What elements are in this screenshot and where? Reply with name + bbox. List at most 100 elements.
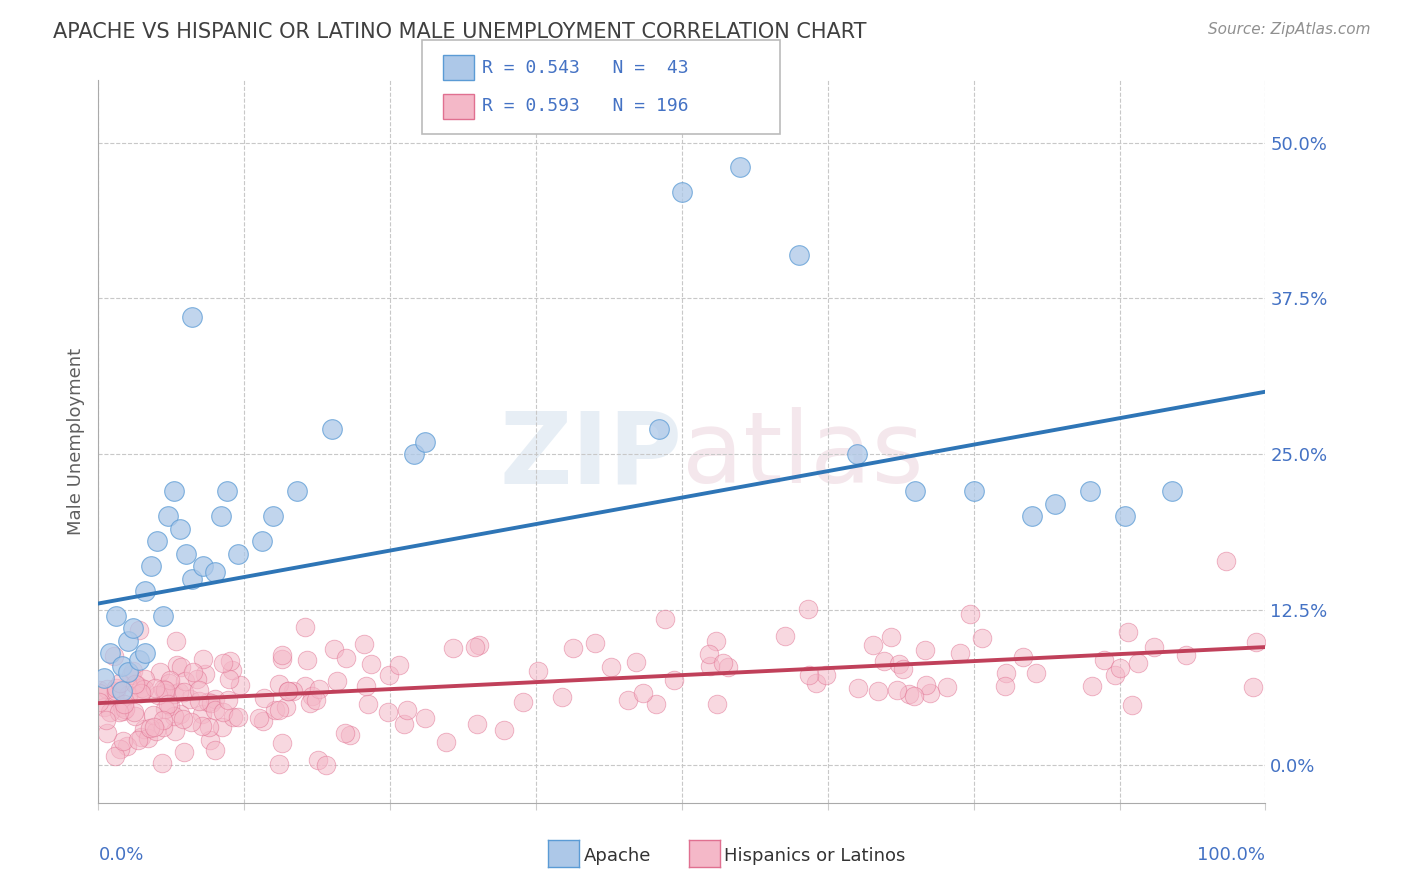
Point [395,703,418,717]
Point [117,688,139,702]
Point [169,685,191,699]
Point [775,629,797,643]
Point [166,658,188,673]
Point [173,674,195,689]
Point [127,678,149,692]
Point [193,559,215,574]
Point [1092,653,1115,667]
Point [972,631,994,645]
Point [388,658,411,673]
Point [134,584,156,599]
Point [267,677,290,691]
Point [994,679,1017,693]
Text: APACHE VS HISPANIC OR LATINO MALE UNEMPLOYMENT CORRELATION CHART: APACHE VS HISPANIC OR LATINO MALE UNEMPL… [53,22,868,42]
Point [87,683,110,698]
Point [187,694,209,708]
Point [1126,656,1149,670]
Point [155,683,177,698]
Point [145,681,167,696]
Point [128,623,150,637]
Point [307,753,329,767]
Point [299,696,322,710]
Point [550,690,572,704]
Point [631,686,654,700]
Point [583,636,606,650]
Point [270,736,292,750]
Point [872,654,894,668]
Point [128,686,150,700]
Point [335,650,357,665]
Text: Hispanics or Latinos: Hispanics or Latinos [724,847,905,865]
Point [1021,509,1043,524]
Point [866,684,889,698]
Point [271,652,294,666]
Point [354,679,377,693]
Point [796,602,818,616]
Point [277,684,299,698]
Point [402,447,425,461]
Point [152,713,174,727]
Point [124,709,146,723]
Point [887,657,910,672]
Point [228,547,250,561]
Text: R = 0.543   N =  43: R = 0.543 N = 43 [482,59,689,77]
Point [180,714,202,729]
Point [139,559,162,574]
Point [204,704,226,718]
Point [624,655,647,669]
Point [121,665,143,679]
Point [174,547,197,561]
Point [163,686,186,700]
Point [392,717,415,731]
Point [172,713,194,727]
Point [134,646,156,660]
Point [105,681,128,695]
Point [267,757,290,772]
Point [134,672,156,686]
Point [197,695,219,709]
Point [115,739,138,753]
Point [173,685,195,699]
Point [179,692,201,706]
Point [163,484,186,499]
Point [149,665,172,679]
Point [204,692,226,706]
Point [124,677,146,691]
Point [114,698,136,712]
Point [180,310,202,324]
Point [357,697,380,711]
Point [104,684,127,698]
Point [215,484,238,499]
Point [186,672,208,686]
Point [898,687,921,701]
Point [117,633,139,648]
Point [198,732,221,747]
Point [671,186,693,200]
Point [494,723,516,738]
Point [468,638,491,652]
Point [704,633,727,648]
Point [180,572,202,586]
Point [165,633,187,648]
Point [145,724,167,739]
Point [297,653,319,667]
Point [169,706,191,721]
Point [193,652,215,666]
Point [959,607,981,622]
Point [322,642,344,657]
Point [936,680,959,694]
Point [209,509,232,524]
Point [157,509,180,524]
Point [339,729,361,743]
Point [1045,497,1067,511]
Point [814,668,837,682]
Point [415,710,437,724]
Point [112,704,135,718]
Point [218,672,240,686]
Point [294,679,316,693]
Point [1161,484,1184,499]
Point [804,676,827,690]
Point [219,654,242,668]
Point [904,484,927,499]
Point [111,683,134,698]
